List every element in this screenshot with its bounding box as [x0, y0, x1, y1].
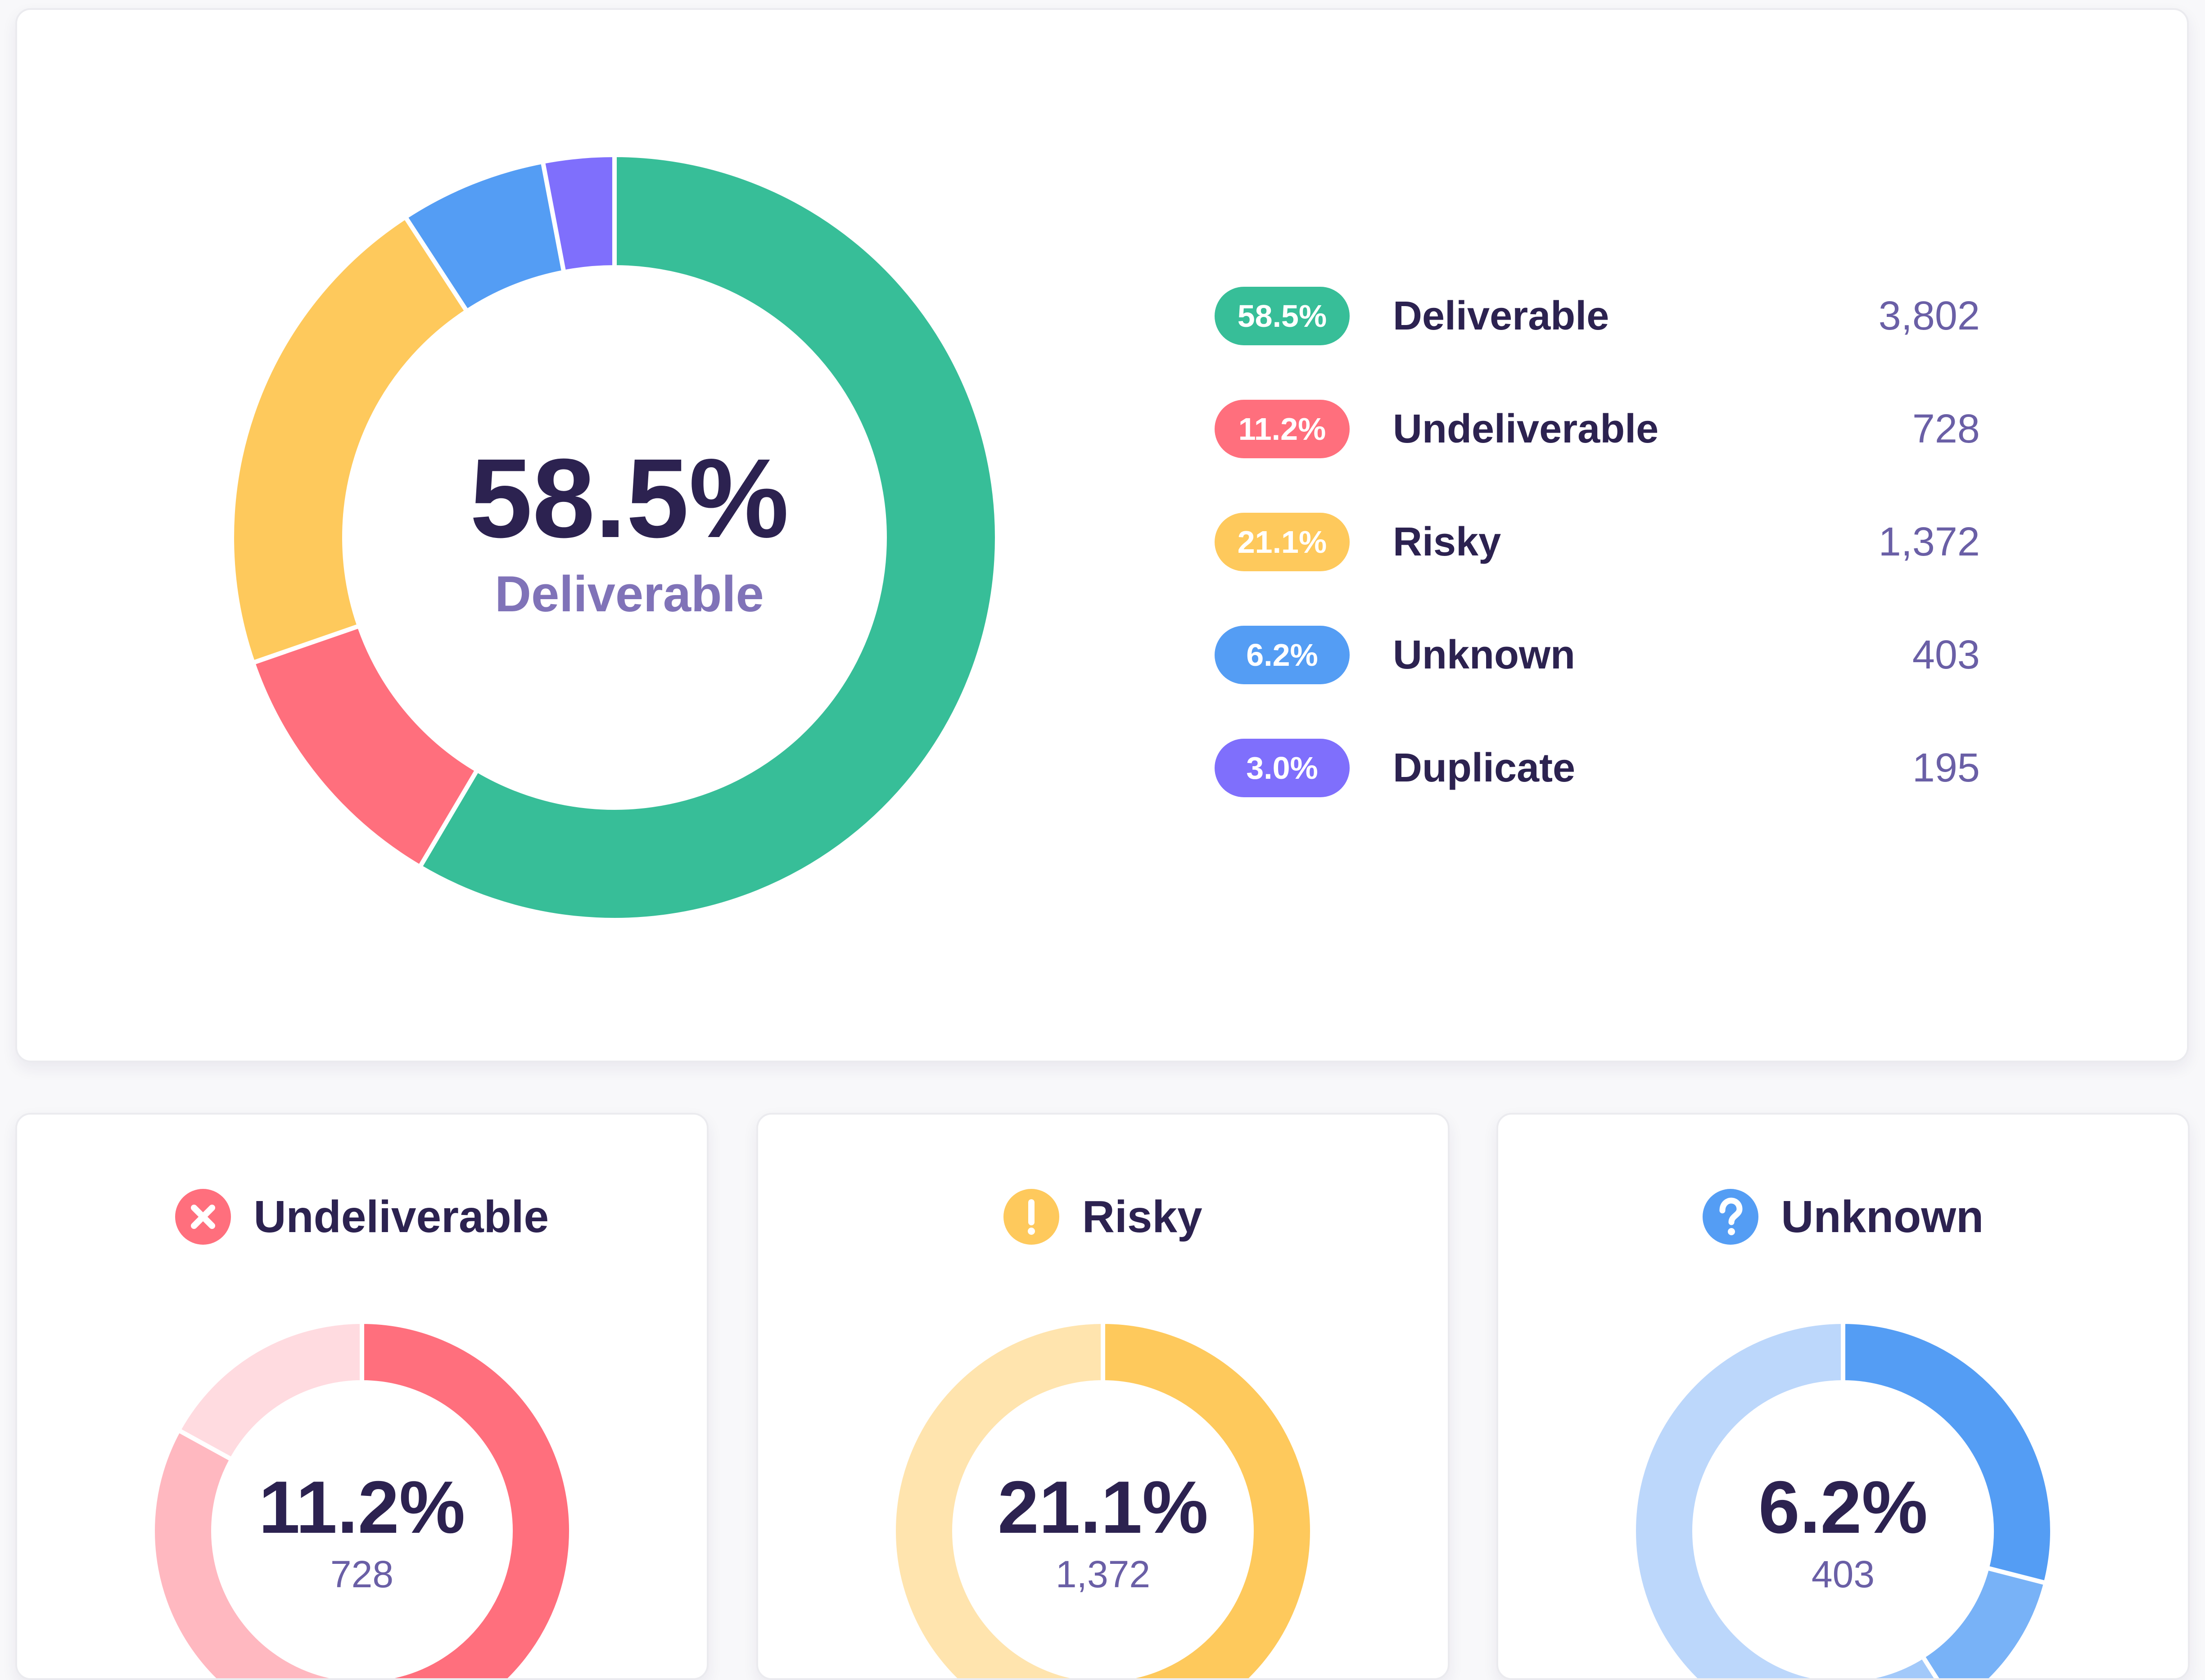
risky-count: 1,372 [1055, 1553, 1151, 1595]
legend-item-unknown: 6.2% Unknown 403 [1215, 626, 1980, 684]
undeliverable-card-header: Undeliverable [17, 1189, 707, 1247]
summary-donut-chart [230, 152, 999, 922]
legend-item-duplicate: 3.0% Duplicate 195 [1215, 739, 1980, 797]
donut-slice-deliverable [416, 152, 999, 922]
legend-count: 195 [1912, 745, 1980, 790]
legend-count: 3,802 [1878, 294, 1980, 339]
legend-label: Risky [1393, 519, 1501, 565]
unknown-card: Unknown 6.2% 403 [1496, 1113, 2190, 1680]
risky-card: Risky 21.1% 1,372 [756, 1113, 1450, 1680]
undeliverable-center: 11.2% 728 [17, 1466, 707, 1595]
undeliverable-donut-segment-3 [175, 1319, 364, 1463]
legend-item-risky: 21.1% Risky 1,372 [1215, 513, 1980, 571]
legend-badge: 58.5% [1215, 287, 1350, 345]
summary-card: 58.5% Deliverable 58.5% Deliverable 3,80… [15, 8, 2189, 1062]
legend-count: 403 [1912, 632, 1980, 677]
summary-center: 58.5% Deliverable [404, 442, 854, 619]
undeliverable-count: 728 [330, 1553, 394, 1595]
legend-item-deliverable: 58.5% Deliverable 3,802 [1215, 287, 1980, 345]
legend-badge: 3.0% [1215, 739, 1350, 797]
legend-badge: 11.2% [1215, 400, 1350, 458]
donut-slice-undeliverable [250, 623, 480, 870]
legend-item-undeliverable: 11.2% Undeliverable 728 [1215, 400, 1980, 458]
legend-label: Deliverable [1393, 294, 1609, 339]
legend-badge: 21.1% [1215, 513, 1350, 571]
legend-label: Undeliverable [1393, 406, 1659, 452]
undeliverable-donut-segment-1 [331, 1319, 574, 1678]
summary-center-value: 58.5% [470, 435, 789, 561]
unknown-card-title: Unknown [1781, 1191, 1984, 1242]
risky-percentage: 21.1% [998, 1466, 1208, 1549]
undeliverable-card-title: Undeliverable [253, 1191, 549, 1242]
exclamation-circle-icon [1003, 1189, 1060, 1245]
unknown-count: 403 [1811, 1553, 1875, 1595]
donut-slice-risky [230, 214, 470, 666]
legend-count: 1,372 [1878, 519, 1980, 565]
question-circle-icon [1702, 1189, 1758, 1245]
undeliverable-percentage: 11.2% [258, 1466, 465, 1549]
risky-donut-segment-1 [1101, 1319, 1315, 1678]
legend-label: Duplicate [1393, 745, 1576, 790]
unknown-card-header: Unknown [1498, 1189, 2188, 1247]
x-circle-icon [175, 1189, 231, 1245]
risky-card-title: Risky [1082, 1191, 1202, 1242]
summary-center-label: Deliverable [495, 566, 764, 622]
legend-count: 728 [1912, 406, 1980, 452]
unknown-donut-segment-1 [1841, 1319, 2055, 1586]
undeliverable-card: Undeliverable 11.2% 728 [15, 1113, 709, 1680]
risky-center: 21.1% 1,372 [758, 1466, 1448, 1595]
risky-card-header: Risky [758, 1189, 1448, 1247]
donut-slice-duplicate [540, 152, 617, 275]
unknown-center: 6.2% 403 [1498, 1466, 2188, 1595]
legend-label: Unknown [1393, 632, 1575, 677]
unknown-percentage: 6.2% [1758, 1466, 1928, 1549]
legend-badge: 6.2% [1215, 626, 1350, 684]
summary-legend: 58.5% Deliverable 3,802 11.2% Undelivera… [1215, 287, 1980, 852]
